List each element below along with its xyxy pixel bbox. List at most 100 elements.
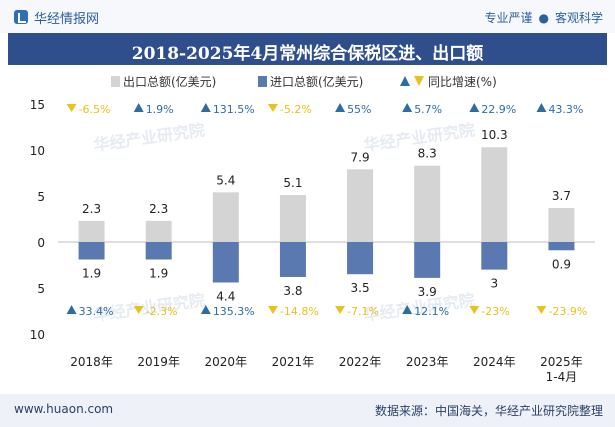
x-tick-label: 2023年 [406, 355, 449, 369]
export-bar [78, 220, 105, 242]
legend-import-label: 进口总额(亿美元) [270, 74, 363, 89]
export-growth-up-icon [536, 103, 547, 112]
export-growth-label: 55% [347, 103, 371, 116]
import-growth-label: 12.1% [414, 305, 449, 318]
legend-export-label: 出口总额(亿美元) [123, 74, 216, 89]
export-growth-label: -6.5% [79, 103, 111, 116]
export-value-label: 5.1 [283, 176, 302, 190]
import-value-label: 1.9 [82, 266, 101, 280]
export-growth-up-icon [200, 103, 211, 112]
import-value-label: 0.9 [552, 257, 571, 271]
import-bar [279, 242, 306, 277]
website-link[interactable]: www.huaon.com [14, 402, 114, 416]
export-value-label: 2.3 [82, 202, 101, 216]
export-value-label: 7.9 [351, 150, 370, 164]
import-bar [212, 242, 239, 283]
legend-growth-down-icon [414, 76, 424, 86]
import-bar [481, 242, 508, 270]
import-growth-down-icon [536, 306, 547, 314]
legend-growth-label: 同比增速(%) [428, 75, 497, 89]
export-growth-label: 131.5% [213, 103, 255, 116]
import-bar [548, 242, 575, 251]
y-tick-label: 5 [37, 282, 45, 296]
import-growth-label: 33.4% [79, 305, 114, 318]
x-tick-label: 2024年 [473, 355, 516, 369]
tagline-right: 客观科学 [554, 11, 603, 25]
import-value-label: 3.9 [418, 285, 437, 299]
y-tick-label: 15 [30, 98, 45, 112]
export-value-label: 3.7 [552, 189, 571, 203]
x-tick-label: 1-4月 [546, 370, 578, 384]
dot-icon: ● [538, 11, 549, 25]
import-growth-down-icon [335, 306, 346, 314]
export-growth-up-icon [335, 103, 346, 112]
export-bar [279, 195, 306, 242]
import-growth-down-icon [469, 306, 480, 314]
export-growth-label: 22.9% [481, 103, 516, 116]
export-bar [481, 147, 508, 242]
import-bar [414, 242, 441, 278]
import-value-label: 3.5 [351, 281, 370, 295]
import-bar [347, 242, 374, 275]
import-growth-down-icon [267, 306, 278, 314]
x-tick-label: 2020年 [205, 355, 248, 369]
import-value-label: 4.4 [216, 289, 235, 303]
y-tick-label: 0 [37, 236, 45, 250]
export-value-label: 10.3 [481, 128, 508, 142]
x-tick-label: 2018年 [70, 355, 113, 369]
footer: www.huaon.com 数据来源：中国海关，华经产业研究院整理 [0, 394, 615, 427]
import-value-label: 3.8 [283, 284, 302, 298]
tagline: 专业严谨 ● 客观科学 [484, 9, 603, 26]
export-growth-down-icon [66, 104, 77, 112]
legend-export-swatch [111, 76, 120, 87]
legend-import-swatch [258, 76, 267, 87]
import-value-label: 3 [490, 277, 498, 291]
title-bar: 2018-2025年4月常州综合保税区进、出口额 [8, 33, 607, 65]
import-bar [145, 242, 172, 260]
legend-growth-up-icon [400, 76, 410, 86]
export-bar [347, 169, 374, 242]
x-tick-label: 2021年 [272, 355, 315, 369]
export-value-label: 2.3 [149, 202, 168, 216]
export-growth-label: -5.2% [280, 103, 312, 116]
export-bar [548, 207, 575, 242]
export-bar [212, 192, 239, 242]
import-growth-up-icon [200, 305, 211, 314]
export-growth-up-icon [469, 103, 480, 112]
import-growth-down-icon [133, 306, 144, 314]
export-growth-up-icon [402, 103, 413, 112]
y-tick-label: 5 [37, 190, 45, 204]
brand-name: 华经情报网 [34, 11, 100, 27]
import-bar [78, 242, 105, 260]
export-value-label: 5.4 [216, 173, 235, 187]
logo-icon [14, 10, 28, 24]
import-growth-up-icon [402, 305, 413, 314]
x-tick-label: 2025年 [540, 355, 583, 369]
chart-title: 2018-2025年4月常州综合保税区进、出口额 [131, 44, 484, 64]
export-growth-up-icon [133, 103, 144, 112]
import-growth-label: 135.3% [213, 305, 255, 318]
y-tick-label: 10 [30, 144, 45, 158]
export-growth-label: 5.7% [414, 103, 442, 116]
import-value-label: 1.9 [149, 266, 168, 280]
export-bar [145, 220, 172, 242]
data-source: 数据来源：中国海关，华经产业研究院整理 [374, 404, 603, 418]
import-growth-label: -23% [481, 305, 509, 318]
import-growth-label: -7.1% [347, 305, 379, 318]
export-bar [414, 165, 441, 242]
import-growth-label: -14.8% [280, 305, 319, 318]
brand[interactable]: 华经情报网 [14, 8, 100, 27]
top-bar: 华经情报网 专业严谨 ● 客观科学 [0, 0, 615, 33]
y-tick-label: 10 [30, 328, 45, 342]
export-growth-label: 43.3% [548, 103, 583, 116]
import-growth-label: -2.3% [146, 305, 178, 318]
import-growth-up-icon [66, 305, 77, 314]
import-growth-label: -23.9% [548, 305, 587, 318]
x-tick-label: 2019年 [137, 355, 180, 369]
export-growth-down-icon [267, 104, 278, 112]
export-growth-label: 1.9% [146, 103, 174, 116]
tagline-left: 专业严谨 [484, 11, 533, 25]
export-value-label: 8.3 [418, 147, 437, 161]
